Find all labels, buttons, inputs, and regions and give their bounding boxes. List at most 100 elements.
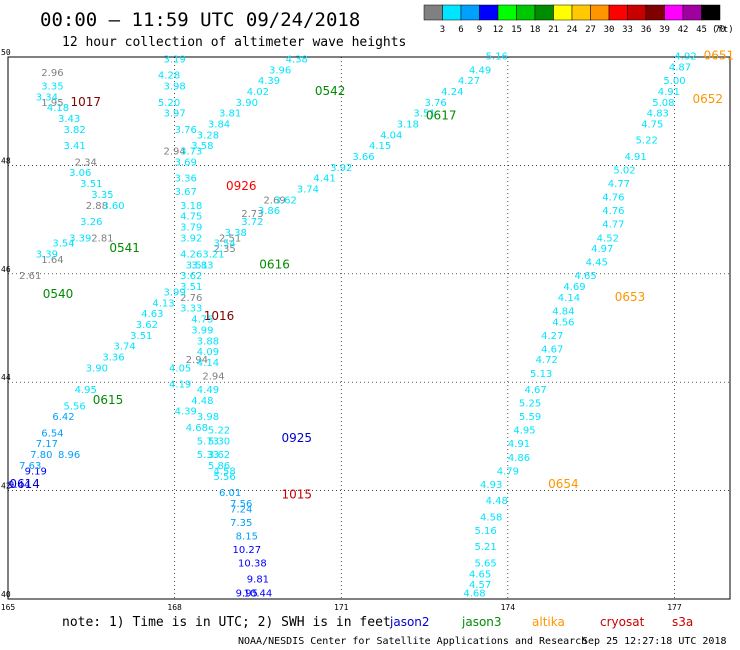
- satellite-legend-jason2: jason2: [389, 615, 430, 629]
- track-time-label: 0615: [93, 393, 124, 407]
- colorbar-swatch: [627, 4, 647, 21]
- wave-height-point: 3.28: [197, 130, 219, 141]
- wave-height-point: 3.62: [180, 271, 202, 282]
- wave-height-point: 4.68: [186, 423, 208, 434]
- wave-height-point: 3.84: [208, 119, 230, 130]
- wave-height-point: 4.48: [191, 396, 213, 407]
- wave-height-point: 4.91: [508, 439, 530, 450]
- wave-height-point: 4.05: [169, 363, 191, 374]
- grid-lines: [7, 56, 730, 600]
- wave-height-point: 4.45: [586, 258, 608, 269]
- wave-height-point: 4.84: [552, 306, 574, 317]
- track-time-label: 1017: [70, 95, 101, 109]
- wave-height-point: 3.58: [191, 141, 213, 152]
- wave-height-point: 4.83: [647, 109, 669, 120]
- wave-height-point: 4.95: [75, 385, 97, 396]
- wave-height-point: 3.51: [413, 109, 435, 120]
- wave-height-point: 2.94: [186, 355, 208, 366]
- wave-height-point: 4.26: [180, 250, 202, 261]
- wave-height-point: 4.75: [180, 212, 202, 223]
- wave-height-point: 9.44: [8, 480, 30, 491]
- satellite-legend-cryosat: cryosat: [600, 615, 645, 629]
- wave-height-point: 3.33: [180, 304, 202, 315]
- wave-height-point: 4.65: [574, 271, 596, 282]
- wave-height-point: 4.68: [463, 588, 485, 599]
- wave-height-point: 3.76: [425, 98, 447, 109]
- wave-height-point: 3.74: [297, 185, 319, 196]
- wave-height-point: 4.28: [158, 71, 180, 82]
- colorbar-unit: (ft): [712, 25, 734, 35]
- wave-height-point: 4.79: [497, 466, 519, 477]
- wave-height-point: 4.58: [480, 512, 502, 523]
- satellite-legend-jason3: jason3: [461, 615, 502, 629]
- x-tick-label: 168: [167, 603, 182, 612]
- track-time-label: 0541: [109, 241, 140, 255]
- wave-height-point: 3.35: [91, 190, 113, 201]
- wave-height-point: 3.36: [102, 353, 124, 364]
- x-tick-label: 174: [501, 603, 516, 612]
- wave-height-point: 2.69: [263, 195, 285, 206]
- track-time-label: 0616: [259, 257, 290, 271]
- wave-height-point: 2.34: [75, 157, 97, 168]
- wave-height-point: 5.56: [64, 401, 86, 412]
- wave-height-point: 4.52: [597, 233, 619, 244]
- wave-height-point: 3.62: [208, 450, 230, 461]
- wave-height-point: 3.06: [69, 168, 91, 179]
- wave-height-point: 3.54: [213, 239, 235, 250]
- wave-height-point: 1.64: [41, 255, 63, 266]
- wave-height-point: 3.72: [241, 217, 263, 228]
- colorbar-tick-label: 6: [458, 25, 463, 35]
- wave-height-point: 4.65: [469, 569, 491, 580]
- wave-height-point: 4.87: [669, 63, 691, 74]
- track-time-label: 0926: [226, 179, 257, 193]
- wave-height-point: 3.66: [352, 152, 374, 163]
- wave-height-point: 3.92: [180, 233, 202, 244]
- wave-height-point: 3.98: [197, 412, 219, 423]
- wave-height-point: 4.95: [513, 426, 535, 437]
- y-tick-label: 40: [1, 590, 11, 599]
- wave-height-point: 4.76: [602, 193, 624, 204]
- colorbar-swatch: [442, 4, 462, 21]
- wave-height-point: 4.67: [524, 385, 546, 396]
- wave-height-point: 3.69: [175, 157, 197, 168]
- wave-height-point: 7.35: [230, 518, 252, 529]
- wave-height-point: 2.51: [219, 233, 241, 244]
- colorbar-swatch: [571, 4, 591, 21]
- wave-height-point: 5.16: [474, 526, 496, 537]
- wave-height-point: 3.99: [163, 287, 185, 298]
- colorbar-swatch: [701, 4, 721, 21]
- y-tick-label: 44: [1, 373, 11, 382]
- wave-height-point: 3.18: [180, 201, 202, 212]
- wave-height-point: 4.19: [169, 380, 191, 391]
- wave-height-point: 8.15: [236, 531, 258, 542]
- y-tick-label: 42: [1, 482, 11, 491]
- wave-height-point: 4.91: [624, 152, 646, 163]
- wave-height-point: 4.14: [197, 358, 219, 369]
- satellite-legend-altika: altika: [532, 615, 565, 629]
- wave-height-point: 4.14: [558, 293, 580, 304]
- y-tick-label: 50: [1, 48, 11, 57]
- wave-height-point: 9.95: [236, 588, 258, 599]
- wave-height-point: 5.22: [636, 136, 658, 147]
- wave-height-point: 4.57: [469, 580, 491, 591]
- wave-height-point: 3.51: [180, 282, 202, 293]
- wave-height-point: 3.99: [191, 325, 213, 336]
- wave-height-point: 4.56: [552, 317, 574, 328]
- axis-tick-labels: 165 168 171 174 177 40 42 44 46 48 50: [1, 48, 682, 612]
- footer-credit: NOAA/NESDIS Center for Satellite Applica…: [238, 636, 587, 647]
- wave-height-point: 4.97: [591, 244, 613, 255]
- colorbar-tick-label: 15: [511, 25, 522, 35]
- track-time-label: 0540: [43, 287, 74, 301]
- wave-height-point: 4.86: [508, 453, 530, 464]
- satellite-legend-s3a: s3a: [672, 615, 693, 629]
- track-time-label: 0651: [704, 49, 735, 63]
- wave-height-point: 3.36: [175, 174, 197, 185]
- plot-frame: [7, 56, 731, 600]
- wave-height-point: 3.88: [197, 336, 219, 347]
- colorbar-tick-label: 21: [548, 25, 559, 35]
- wave-height-point: 3.90: [236, 98, 258, 109]
- colorbar-swatch: [664, 4, 684, 21]
- track-time-label: 0925: [282, 431, 313, 445]
- wave-height-point: 3.62: [275, 195, 297, 206]
